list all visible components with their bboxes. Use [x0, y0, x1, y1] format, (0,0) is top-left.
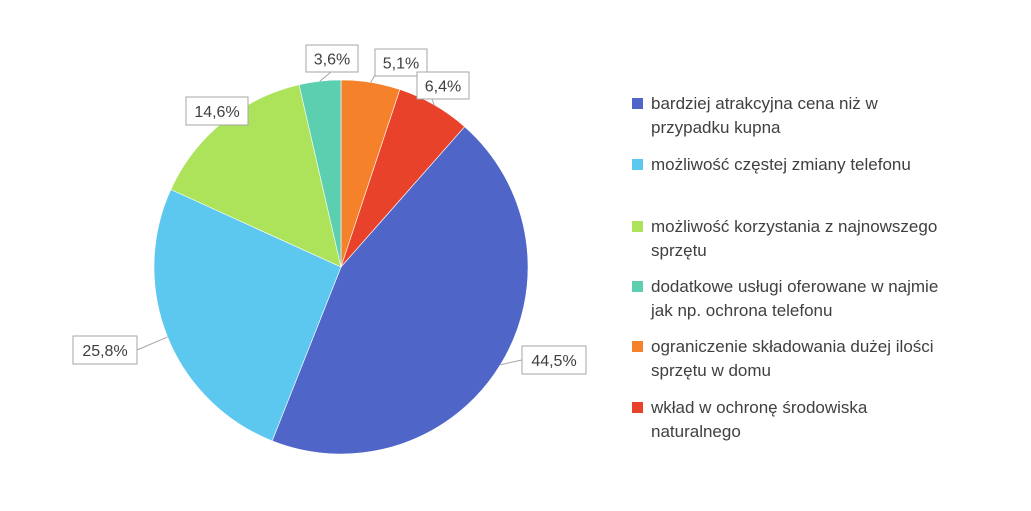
- leader-line: [500, 359, 523, 366]
- legend-item-uslugi: dodatkowe usługi oferowane w najmie jak …: [632, 275, 972, 323]
- legend-swatch: [632, 98, 643, 109]
- legend-label: wkład w ochronę środowiska: [651, 398, 868, 417]
- data-label-najnowszy: 14,6%: [194, 104, 239, 121]
- legend-swatch: [632, 341, 643, 352]
- legend-swatch: [632, 281, 643, 292]
- legend-item-cena: bardziej atrakcyjna cena niż w przypadku…: [632, 92, 972, 140]
- legend-label: przypadku kupna: [651, 118, 781, 137]
- legend-label: możliwość korzystania z najnowszego: [651, 217, 938, 236]
- data-label-skladowanie: 5,1%: [383, 56, 419, 73]
- data-labels: 44,5% 25,8% 14,6% 3,6% 5,1% 6,4%: [72, 44, 587, 375]
- legend-label: jak np. ochrona telefonu: [651, 301, 833, 320]
- legend-item-srodowisko: wkład w ochronę środowiska naturalnego: [632, 396, 972, 444]
- legend-swatch: [632, 221, 643, 232]
- data-label-cena: 44,5%: [531, 353, 576, 370]
- slice-zmiana: [153, 189, 342, 442]
- legend-label: naturalnego: [651, 422, 741, 441]
- legend-item-najnowszy: możliwość korzystania z najnowszego sprz…: [632, 215, 972, 263]
- legend-label: ograniczenie składowania dużej ilości: [651, 337, 934, 356]
- pie-slices: [153, 79, 529, 455]
- legend-swatch: [632, 402, 643, 413]
- data-label-box: [185, 96, 249, 126]
- legend-item-zmiana: możliwość częstej zmiany telefonu: [632, 153, 972, 177]
- leader-line: [370, 74, 376, 83]
- legend-label: sprzętu: [651, 241, 707, 260]
- legend-label: możliwość częstej zmiany telefonu: [651, 155, 911, 174]
- data-label-box: [521, 345, 587, 375]
- leader-line: [319, 71, 332, 82]
- legend-label: sprzętu w domu: [651, 361, 771, 380]
- legend-label: dodatkowe usługi oferowane w najmie: [651, 277, 939, 296]
- legend-item-skladowanie: ograniczenie składowania dużej ilości sp…: [632, 335, 972, 383]
- data-label-uslugi: 3,6%: [314, 52, 350, 69]
- data-label-box: [72, 335, 138, 365]
- legend-label: bardziej atrakcyjna cena niż w: [651, 94, 878, 113]
- data-label-box: [305, 44, 359, 73]
- data-label-zmiana: 25,8%: [82, 343, 127, 360]
- legend-swatch: [632, 159, 643, 170]
- data-label-box: [416, 71, 470, 100]
- leader-line: [431, 98, 435, 106]
- data-label-srodowisko: 6,4%: [425, 79, 461, 96]
- leader-line: [136, 336, 168, 351]
